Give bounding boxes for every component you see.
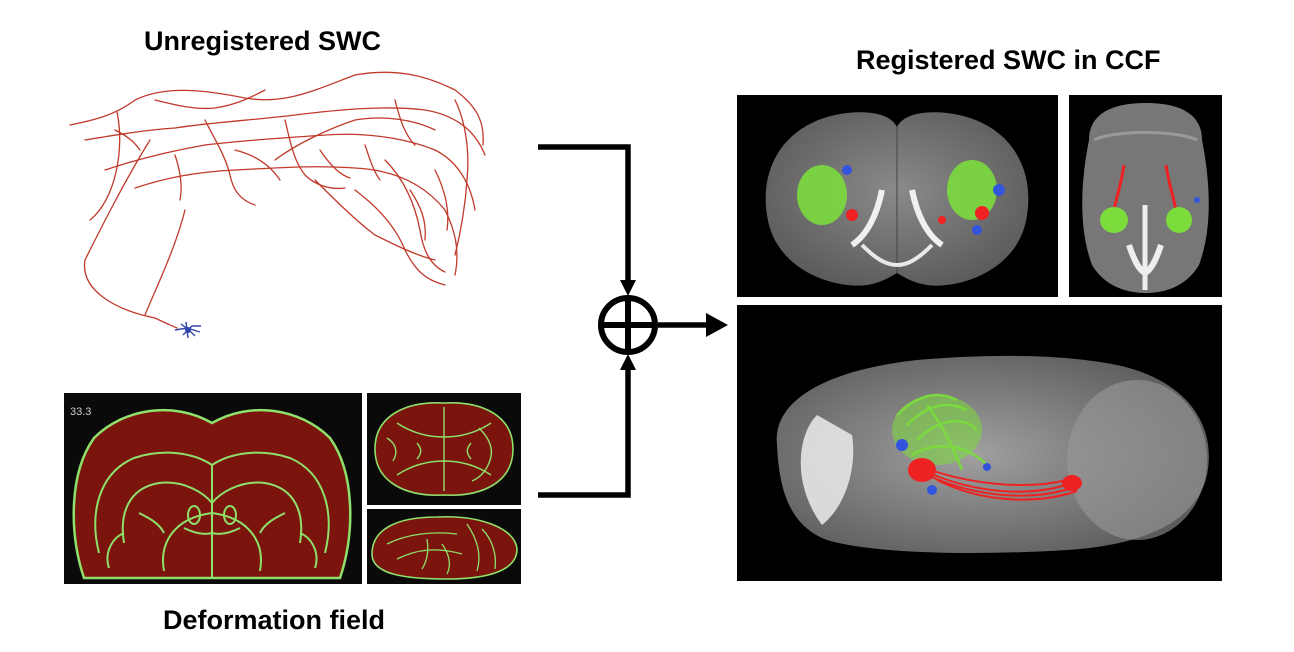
- slice-number-label: 33.3: [70, 406, 91, 418]
- deformation-horizontal-panel: [367, 393, 521, 505]
- right-arrow-icon: [706, 313, 728, 337]
- deformation-sagittal-panel: [367, 509, 521, 584]
- deformation-field-title: Deformation field: [163, 605, 386, 635]
- registered-coronal-panel: [737, 95, 1058, 297]
- deformation-coronal-panel: 33.3: [64, 393, 362, 584]
- registered-horizontal-panel: [1069, 95, 1222, 297]
- unregistered-swc-title: Unregistered SWC: [144, 26, 382, 56]
- circled-plus-icon: [597, 294, 659, 356]
- registered-sagittal-panel: [737, 305, 1222, 581]
- unregistered-neuron-trace: [55, 60, 505, 360]
- registered-swc-title: Registered SWC in CCF: [856, 45, 1161, 75]
